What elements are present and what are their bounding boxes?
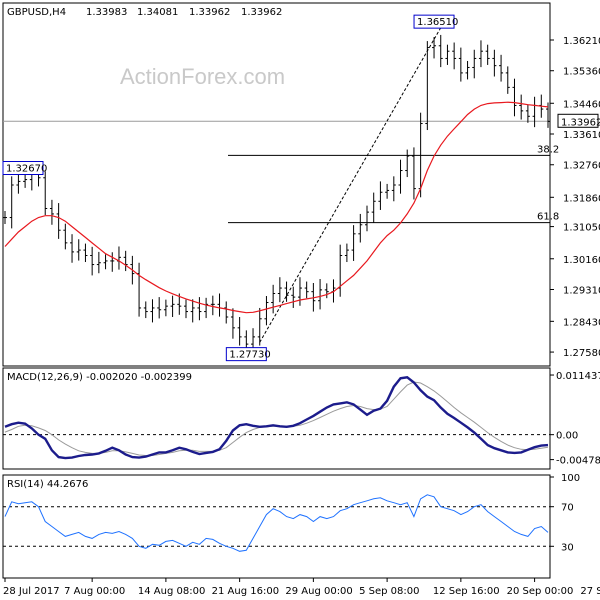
watermark: ActionForex.com — [120, 64, 285, 89]
rsi-tick-label: 30 — [561, 542, 574, 553]
rsi-panel-frame — [2, 474, 551, 579]
price-label: 1.32670 — [6, 164, 47, 175]
x-tick-label: 29 Aug 00:00 — [285, 586, 352, 597]
price-tick-label: 1.31860 — [563, 193, 600, 204]
rsi-tick-label: 70 — [561, 503, 574, 514]
price-tick-label: 1.36210 — [563, 36, 600, 47]
price-tick-label: 1.31050 — [563, 223, 600, 234]
price-label: 1.27730 — [229, 350, 270, 361]
header-symbol: GBPUSD,H4 — [7, 7, 66, 18]
price-tick-label: 1.33610 — [563, 130, 600, 141]
price-label-box — [2, 161, 44, 176]
price-tick-label: 1.29310 — [563, 286, 600, 297]
x-tick-label: 5 Sep 08:00 — [359, 586, 419, 597]
last-price-tag — [557, 113, 599, 128]
x-tick-label: 21 Aug 16:00 — [212, 586, 279, 597]
price-tick-label: 1.27580 — [563, 348, 600, 359]
macd-panel-frame — [2, 367, 551, 470]
x-tick-label: 7 Aug 00:00 — [64, 586, 125, 597]
last-price-label: 1.33962 — [561, 117, 600, 128]
trendline — [259, 27, 442, 343]
fib-label: 38.2 — [537, 144, 559, 155]
header-low: 1.33962 — [189, 7, 230, 18]
fib-label: 61.8 — [537, 212, 559, 223]
rsi-header: RSI(14) 44.2676 — [7, 479, 88, 490]
x-tick-label: 12 Sep 16:00 — [433, 586, 500, 597]
macd-line — [4, 376, 549, 460]
price-tick-label: 1.32760 — [563, 161, 600, 172]
price-tick-label: 1.28430 — [563, 317, 600, 328]
macd-header: MACD(12,26,9) -0.002020 -0.002399 — [7, 372, 192, 383]
price-label: 1.36510 — [417, 17, 458, 28]
price-tick-label: 1.35360 — [563, 67, 600, 78]
price-label-box — [225, 347, 267, 362]
price-tick-label: 1.34460 — [563, 99, 600, 110]
price-label-box — [413, 14, 455, 29]
x-tick-label: 20 Sep 00:00 — [507, 586, 574, 597]
macd-tick-label: 0.00 — [556, 431, 578, 442]
x-tick-label: 27 Sep 08:00 — [580, 586, 600, 597]
macd-tick-label: 0.011437 — [556, 371, 600, 382]
sma-line — [4, 101, 549, 314]
header-high: 1.34081 — [137, 7, 178, 18]
header-close: 1.33962 — [241, 7, 282, 18]
macd-tick-label: -0.004782 — [556, 456, 600, 467]
macd-signal-line — [4, 381, 549, 456]
x-tick-label: 28 Jul 2017 — [3, 586, 60, 597]
price-tick-label: 1.30160 — [563, 255, 600, 266]
header-open: 1.33983 — [86, 7, 127, 18]
x-tick-label: 14 Aug 08:00 — [138, 586, 205, 597]
rsi-line — [4, 494, 549, 552]
rsi-tick-label: 100 — [561, 473, 580, 484]
main-panel-frame — [2, 2, 551, 367]
